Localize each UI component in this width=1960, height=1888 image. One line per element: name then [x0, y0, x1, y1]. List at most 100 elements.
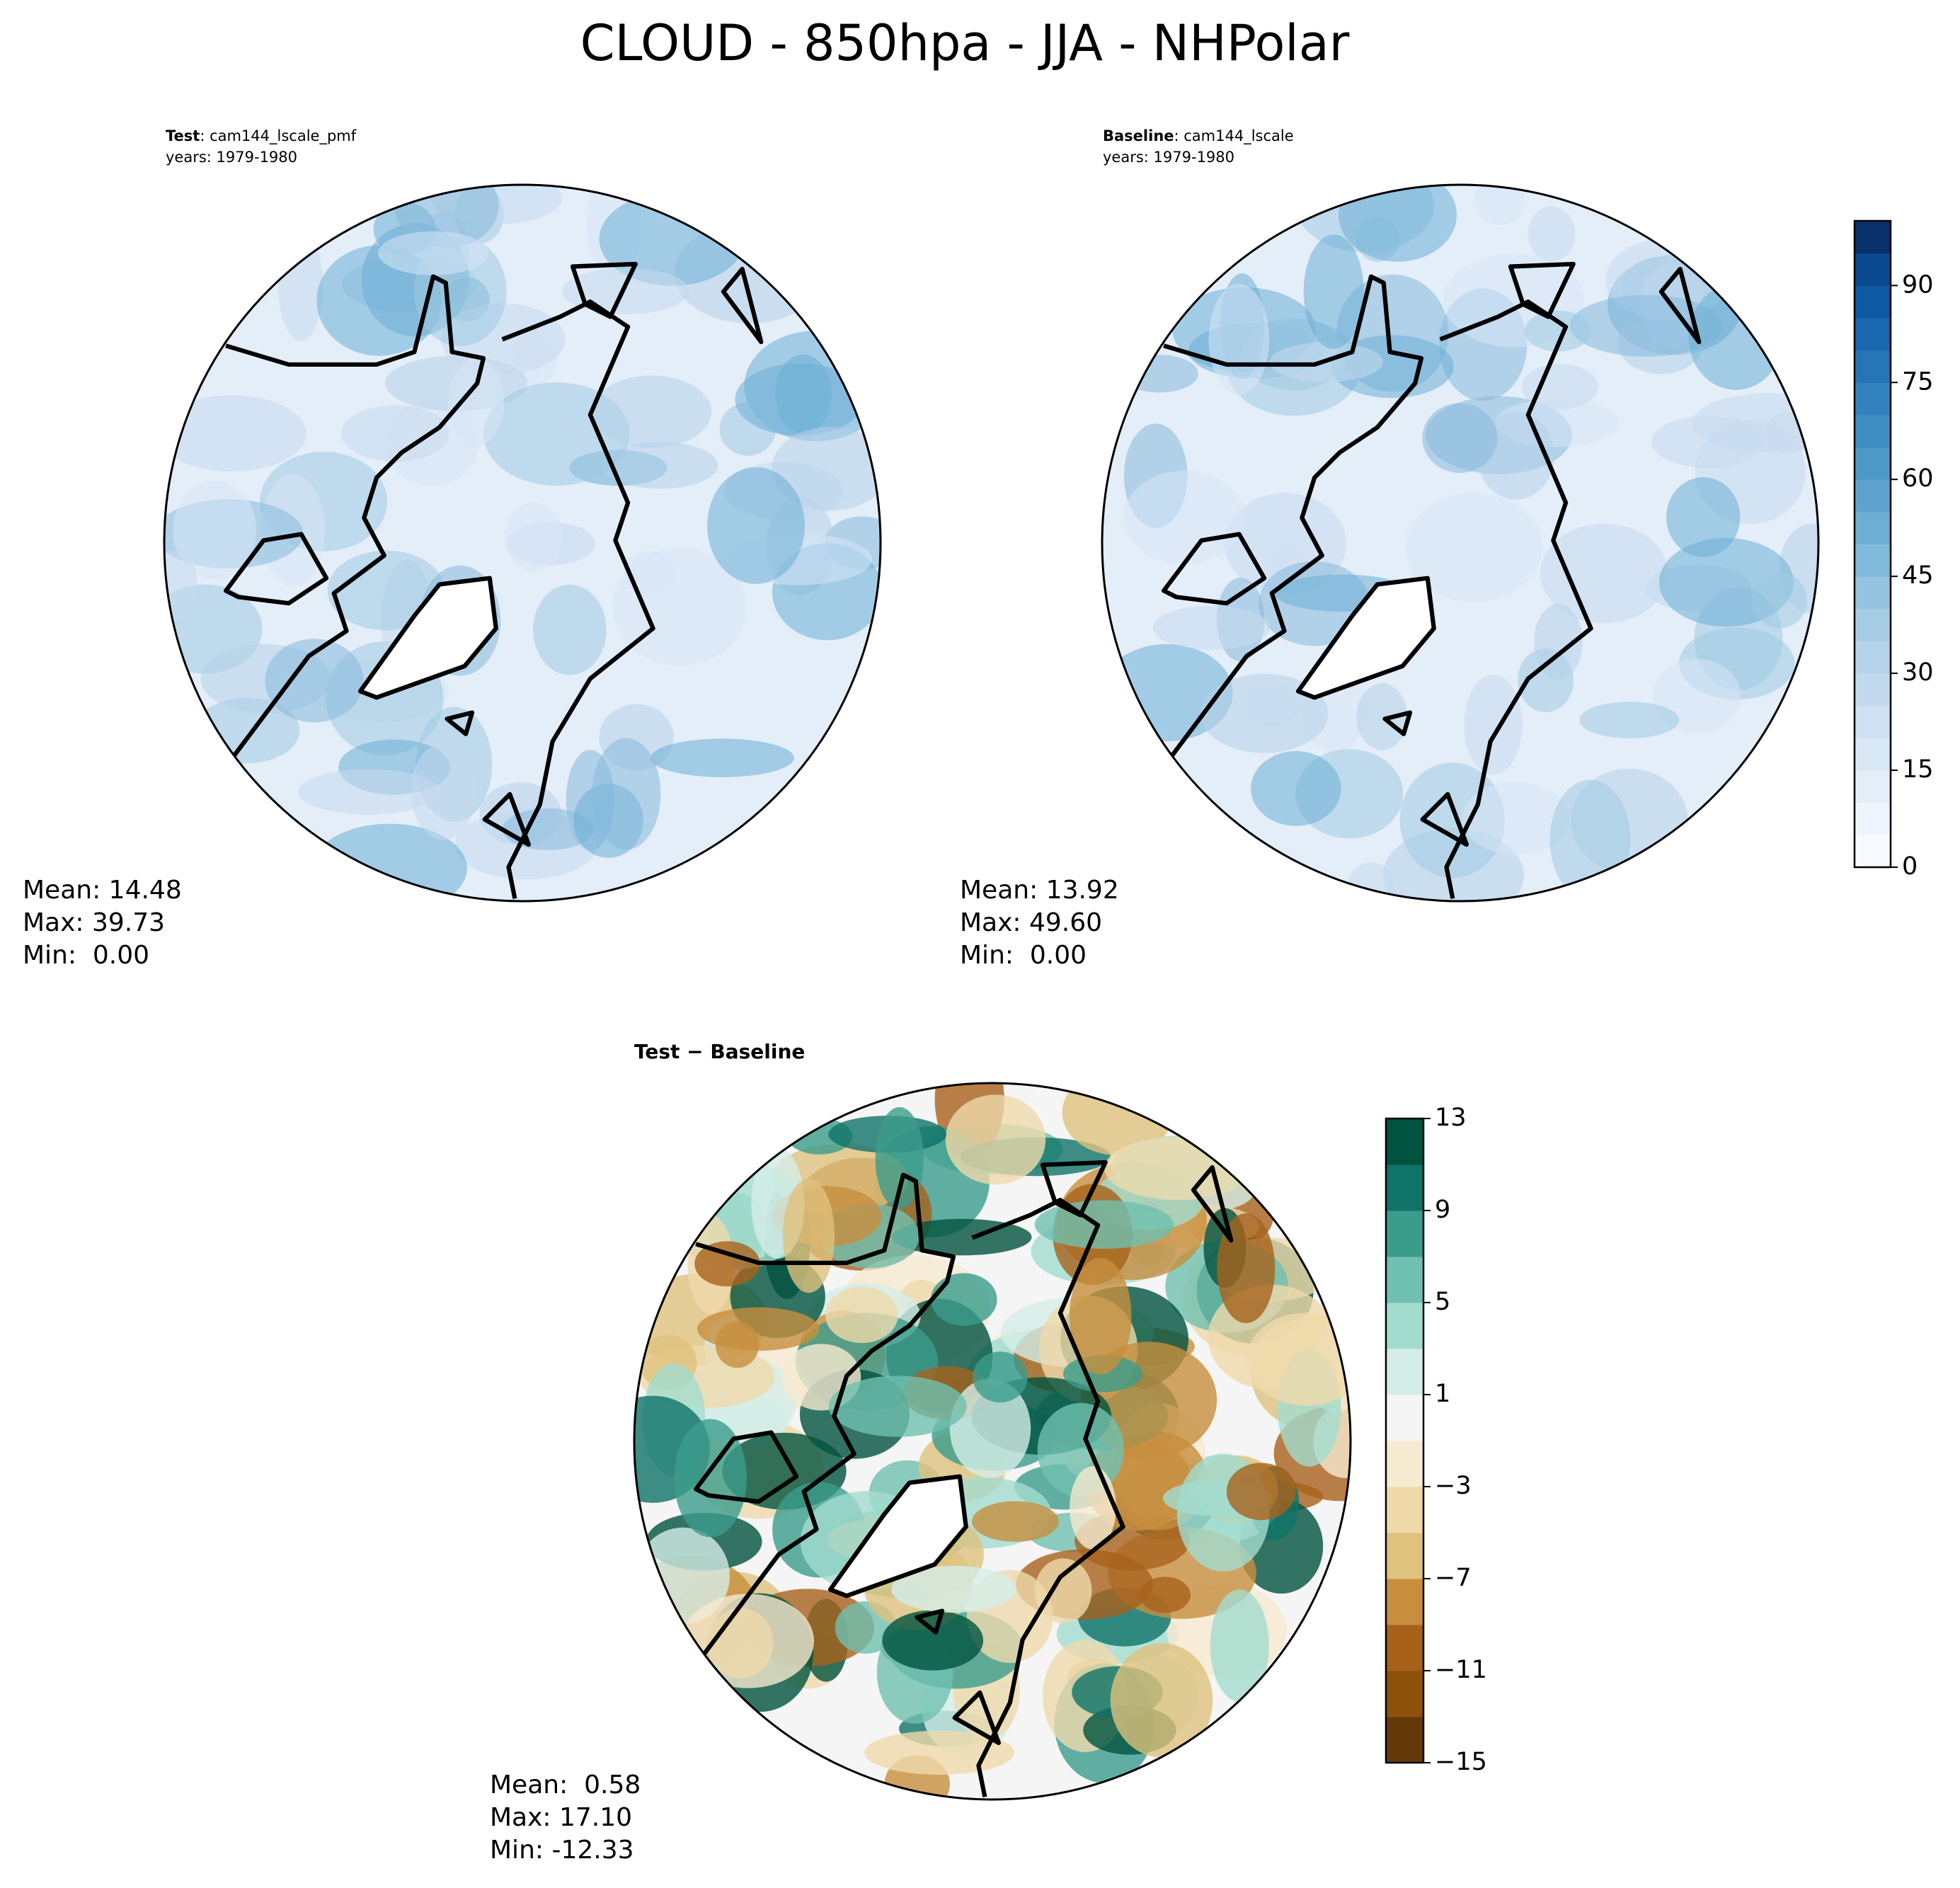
map-blob [828, 1375, 967, 1437]
map-blob [1464, 675, 1523, 775]
colorbar-segment [1855, 738, 1891, 771]
colorbar-tick-label: 1 [1435, 1380, 1450, 1408]
colorbar-segment [1386, 1441, 1423, 1487]
map-blob [265, 639, 364, 723]
map-blob [1070, 1257, 1132, 1375]
map-blob [1246, 1312, 1351, 1406]
map-blob [891, 1565, 1017, 1613]
map-blob [591, 375, 712, 448]
map-blob [864, 1730, 1014, 1775]
map-blob [1226, 1463, 1296, 1521]
colorbar-segment [1386, 1487, 1423, 1533]
colorbar-segment [1855, 802, 1891, 835]
colorbar-tick-label: −15 [1435, 1748, 1487, 1776]
colorbar-segment [1855, 544, 1891, 577]
colorbar-segment [1386, 1625, 1423, 1671]
map-blob [327, 550, 445, 631]
map-blob [930, 1273, 997, 1326]
polar-map [163, 183, 882, 903]
panel-stat: Min: -12.33 [490, 1836, 634, 1865]
map-blob [945, 1094, 1046, 1185]
panel-stat: Mean: 14.48 [23, 876, 182, 905]
map-blob [1549, 779, 1631, 900]
map-blob [825, 1286, 898, 1344]
panel-case-name: : cam144_lscale [1174, 127, 1294, 145]
colorbar-segment [1386, 1349, 1423, 1395]
panel-stat: Max: 49.60 [960, 908, 1102, 937]
polar-map [633, 1082, 1352, 1801]
panel-years: years: 1979-1980 [1103, 149, 1234, 166]
map-blob [173, 480, 257, 580]
colorbar-segment [1855, 770, 1891, 803]
colorbar-segment [1386, 1579, 1423, 1625]
map-blob [1208, 284, 1270, 395]
map-blob [340, 405, 449, 462]
panel-case-label: Test [166, 127, 200, 144]
panel-stat: Min: 0.00 [960, 941, 1087, 970]
panel-case-label: Baseline [1103, 127, 1174, 144]
colorbar-segment [1855, 673, 1891, 706]
colorbar-tick-label: 0 [1902, 852, 1918, 881]
colorbar-frame [1385, 1117, 1425, 1764]
map-blob [1462, 782, 1569, 855]
panel-stat: Max: 17.10 [490, 1803, 632, 1832]
map-blob [694, 1241, 760, 1287]
map-boundary [1101, 183, 1820, 903]
map-blob [772, 426, 881, 511]
colorbar-segment [1855, 414, 1891, 448]
colorbar-tick-label: 45 [1902, 561, 1934, 590]
colorbar-segment [1386, 1165, 1423, 1211]
map-blob [707, 467, 805, 584]
colorbar-tick-label: 9 [1435, 1196, 1450, 1224]
colorbar-segment [1386, 1211, 1423, 1257]
map-blob [602, 442, 718, 489]
colorbar-segment [1855, 253, 1891, 286]
map-blob [1356, 683, 1408, 750]
map-blob [707, 1608, 774, 1678]
map-blob [1121, 355, 1198, 393]
panel-header: Baseline: cam144_lscale [1103, 127, 1294, 145]
map-blob [1110, 1643, 1213, 1758]
colorbar-segment [1386, 1257, 1423, 1303]
map-blob [1474, 185, 1525, 225]
map-blob [1139, 1577, 1191, 1613]
colorbar-tick-label: −7 [1435, 1564, 1472, 1592]
map-blob [875, 1106, 924, 1209]
colorbar-segment [1855, 447, 1891, 480]
colorbar-frame [1853, 219, 1892, 869]
figure-title: CLOUD - 850hpa - JJA - NHPolar [580, 14, 1350, 72]
colorbar-segment [1855, 317, 1891, 351]
colorbar-segment [1386, 1303, 1423, 1349]
colorbar-segment [1855, 285, 1891, 319]
map-blob [1104, 1136, 1252, 1201]
map-blob [278, 229, 323, 342]
colorbar-segment [1855, 221, 1891, 254]
colorbar-tick-label: 5 [1435, 1288, 1450, 1316]
map-blob [1525, 310, 1591, 352]
map-field [634, 1083, 1351, 1800]
panel-stat: Mean: 0.58 [490, 1770, 641, 1800]
map-boundary [163, 183, 882, 903]
map-blob [783, 1179, 835, 1293]
map-blob [297, 769, 440, 815]
colorbar-segment [1855, 705, 1891, 738]
map-blob [411, 743, 477, 840]
map-blob [1405, 493, 1542, 602]
map-blob [735, 363, 864, 436]
colorbar-segment [1386, 1533, 1423, 1579]
map-boundary [633, 1082, 1352, 1801]
map-blob [1152, 605, 1271, 650]
colorbar-tick-label: 30 [1902, 658, 1934, 687]
colorbar-tick-label: 13 [1435, 1104, 1467, 1132]
panel-stat: Max: 39.73 [23, 908, 165, 937]
map-blob [1528, 206, 1576, 262]
colorbar-tick-label: −11 [1435, 1656, 1487, 1684]
map-blob [1200, 673, 1329, 753]
colorbar-tick-label: 75 [1902, 367, 1934, 396]
map-blob [882, 1610, 984, 1671]
map-blob [164, 395, 306, 472]
map-blob [394, 185, 499, 248]
map-blob [1422, 403, 1498, 474]
map-blob [1579, 702, 1680, 738]
